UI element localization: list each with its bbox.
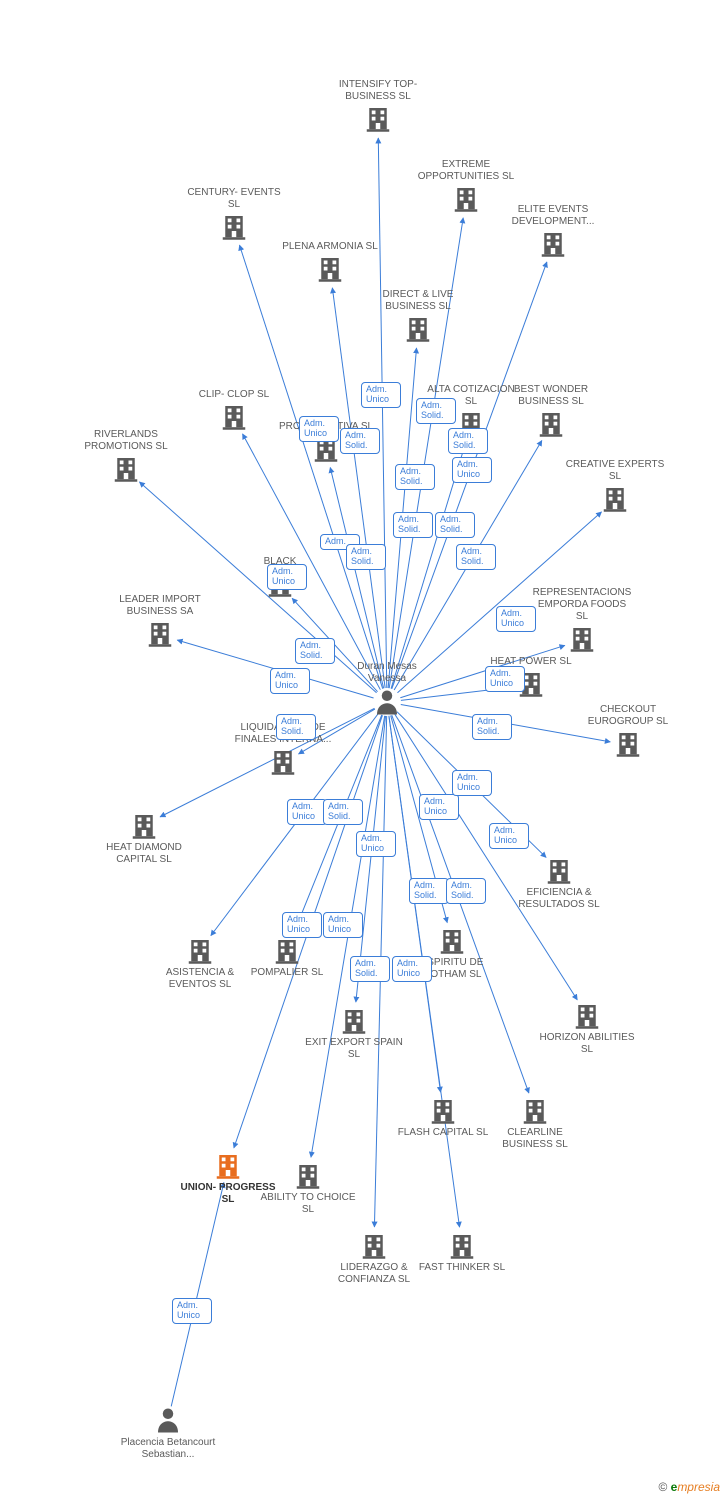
node-label: LIDERAZGO & CONFIANZA SL [324,1262,424,1286]
edge-label: Adm. Solid. [340,428,380,454]
node-label: CREATIVE EXPERTS SL [565,459,665,483]
company-node[interactable]: CLIP- CLOP SL [184,389,284,433]
company-node[interactable]: CHECKOUT EUROGROUP SL [578,704,678,760]
company-node[interactable]: EXTREME OPPORTUNITIES SL [416,159,516,215]
company-node[interactable]: POMPALIER SL [237,935,337,979]
node-label: ASISTENCIA & EVENTOS SL [150,967,250,991]
edge-label: Adm. Solid. [416,398,456,424]
company-node[interactable]: CLEARLINE BUSINESS SL [485,1095,585,1151]
node-label: EXIT EXPORT SPAIN SL [304,1037,404,1061]
node-label: PLENA ARMONIA SL [280,241,380,253]
edge-label: Adm. Solid. [323,799,363,825]
edge-label: Adm. Unico [287,799,327,825]
node-label: ELITE EVENTS DEVELOPMENT... [503,204,603,228]
edge-line [378,138,387,688]
company-node[interactable]: CENTURY- EVENTS SL [184,187,284,243]
edge-line [332,288,385,688]
company-node[interactable]: EFICIENCIA & RESULTADOS SL [509,855,609,911]
company-node[interactable]: LIDERAZGO & CONFIANZA SL [324,1230,424,1286]
node-label: CLIP- CLOP SL [184,389,284,401]
edge-label: Adm. Solid. [446,878,486,904]
edge-label: Adm. Unico [485,666,525,692]
company-node[interactable]: PLENA ARMONIA SL [280,241,380,285]
node-label: DIRECT & LIVE BUSINESS SL [368,289,468,313]
company-node[interactable]: FAST THINKER SL [412,1230,512,1274]
watermark-mpresia: mpresia [677,1480,720,1494]
center-person-node[interactable]: Duran Mesas Vanessa [337,661,437,719]
company-node[interactable]: LEADER IMPORT BUSINESS SA [110,594,210,650]
edge-label: Adm. Unico [172,1298,212,1324]
edge-label: Adm. Solid. [456,544,496,570]
edge-label: Adm. Unico [323,912,363,938]
edge-label: Adm. Unico [452,457,492,483]
edge-line [171,1183,224,1407]
copyright-text: © [658,1480,670,1494]
node-label: Duran Mesas Vanessa [337,661,437,685]
company-node[interactable]: ABILITY TO CHOICE SL [258,1160,358,1216]
edge-label: Adm. Unico [299,416,339,442]
company-node[interactable]: DIRECT & LIVE BUSINESS SL [368,289,468,345]
node-label: FAST THINKER SL [412,1262,512,1274]
edge-label: Adm. Solid. [435,512,475,538]
edge-label: Adm. Solid. [448,428,488,454]
edge-line [330,467,383,688]
node-label: EFICIENCIA & RESULTADOS SL [509,887,609,911]
node-label: HEAT DIAMOND CAPITAL SL [94,842,194,866]
edge-label: Adm. Unico [392,956,432,982]
edge-label: Adm. Unico [356,831,396,857]
node-label: POMPALIER SL [237,967,337,979]
company-node[interactable]: ELITE EVENTS DEVELOPMENT... [503,204,603,260]
node-label: RIVERLANDS PROMOTIONS SL [76,429,176,453]
company-node[interactable]: RIVERLANDS PROMOTIONS SL [76,429,176,485]
edge-label: Adm. Unico [419,794,459,820]
person-node[interactable]: Placencia Betancourt Sebastian... [118,1405,218,1461]
company-node[interactable]: CREATIVE EXPERTS SL [565,459,665,515]
company-node[interactable]: ASISTENCIA & EVENTOS SL [150,935,250,991]
edge-label: Adm. Solid. [395,464,435,490]
watermark: © empresia [658,1480,720,1494]
node-label: REPRESENTACIONS EMPORDA FOODS SL [532,587,632,623]
node-label: HORIZON ABILITIES SL [537,1032,637,1056]
node-label: ABILITY TO CHOICE SL [258,1192,358,1216]
edge-label: Adm. Unico [270,668,310,694]
company-node[interactable]: HORIZON ABILITIES SL [537,1000,637,1056]
company-node[interactable]: REPRESENTACIONS EMPORDA FOODS SL [532,587,632,655]
node-label: EXTREME OPPORTUNITIES SL [416,159,516,183]
edge-label: Adm. Solid. [409,878,449,904]
node-label: CENTURY- EVENTS SL [184,187,284,211]
node-label: CLEARLINE BUSINESS SL [485,1127,585,1151]
node-label: INTENSIFY TOP- BUSINESS SL [328,79,428,103]
edge-label: Adm. Solid. [472,714,512,740]
node-label: Placencia Betancourt Sebastian... [118,1437,218,1461]
edge-line [240,245,383,689]
edge-label: Adm. Unico [361,382,401,408]
edge-label: Adm. Solid. [295,638,335,664]
node-label: CHECKOUT EUROGROUP SL [578,704,678,728]
company-node[interactable]: EXIT EXPORT SPAIN SL [304,1005,404,1061]
company-node[interactable]: INTENSIFY TOP- BUSINESS SL [328,79,428,135]
edge-label: Adm. Solid. [350,956,390,982]
edge-label: Adm. Unico [489,823,529,849]
edge-label: Adm. Unico [452,770,492,796]
edge-label: Adm. Solid. [346,544,386,570]
edge-label: Adm. Unico [282,912,322,938]
node-label: FLASH CAPITAL SL [393,1127,493,1139]
edge-label: Adm. Solid. [393,512,433,538]
edge-label: Adm. Unico [267,564,307,590]
company-node[interactable]: HEAT DIAMOND CAPITAL SL [94,810,194,866]
edge-label: Adm. Unico [496,606,536,632]
edge-label: Adm. Solid. [276,714,316,740]
company-node[interactable]: FLASH CAPITAL SL [393,1095,493,1139]
node-label: LEADER IMPORT BUSINESS SA [110,594,210,618]
